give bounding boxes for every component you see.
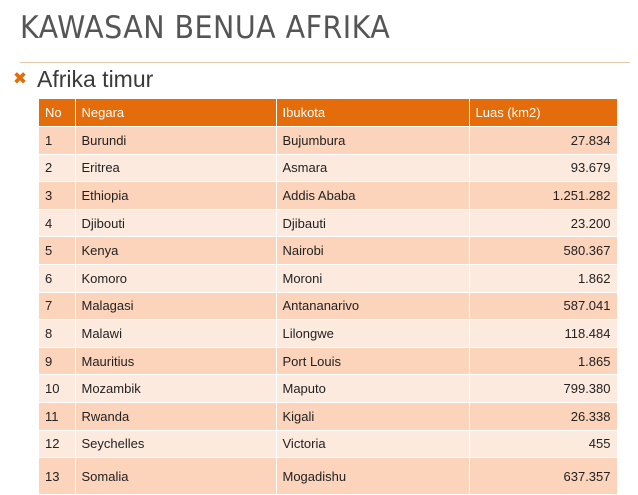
cell-no: 11 xyxy=(39,402,76,431)
countries-table: No Negara Ibukota Luas (km2) 1 Burundi Buj… xyxy=(39,99,618,495)
cell-negara: Malawi xyxy=(75,319,277,348)
cell-negara: Mauritius xyxy=(75,347,277,376)
cell-luas: 1.862 xyxy=(469,264,618,293)
table-row: 7 Malagasi Antananarivo 587.041 xyxy=(39,292,618,321)
cell-ibukota: Bujumbura xyxy=(276,126,470,155)
cell-no: 5 xyxy=(39,236,76,265)
cell-ibukota: Moroni xyxy=(276,264,470,293)
x-bullet-icon: ✖ xyxy=(12,69,28,89)
cell-negara: Seychelles xyxy=(75,430,277,459)
table-row: 13 Somalia Mogadishu 637.357 xyxy=(39,457,618,495)
cell-ibukota: Victoria xyxy=(276,430,470,459)
cell-luas: 93.679 xyxy=(469,154,618,183)
bullet-item: ✖ Afrika timur xyxy=(11,63,153,95)
cell-negara: Kenya xyxy=(75,236,277,265)
header-no: No xyxy=(39,99,76,127)
cell-no: 10 xyxy=(39,374,76,403)
cell-negara: Komoro xyxy=(75,264,277,293)
cell-no: 13 xyxy=(39,457,76,495)
cell-negara: Djibouti xyxy=(75,209,277,238)
cell-luas: 27.834 xyxy=(469,126,618,155)
cell-luas: 118.484 xyxy=(469,319,618,348)
cell-luas: 580.367 xyxy=(469,236,618,265)
table-row: 2 Eritrea Asmara 93.679 xyxy=(39,154,618,183)
table-row: 5 Kenya Nairobi 580.367 xyxy=(39,236,618,265)
cell-no: 12 xyxy=(39,430,76,459)
cell-ibukota: Port Louis xyxy=(276,347,470,376)
table-row: 6 Komoro Moroni 1.862 xyxy=(39,264,618,293)
cell-no: 7 xyxy=(39,292,76,321)
cell-ibukota: Addis Ababa xyxy=(276,181,470,210)
cell-luas: 1.865 xyxy=(469,347,618,376)
cell-negara: Somalia xyxy=(75,457,277,495)
table-row: 11 Rwanda Kigali 26.338 xyxy=(39,402,618,431)
cell-ibukota: Maputo xyxy=(276,374,470,403)
cell-no: 2 xyxy=(39,154,76,183)
cell-no: 6 xyxy=(39,264,76,293)
cell-luas: 23.200 xyxy=(469,209,618,238)
bullet-text: Afrika timur xyxy=(37,65,154,92)
cell-no: 1 xyxy=(39,126,76,155)
header-negara: Negara xyxy=(75,99,277,127)
cell-negara: Burundi xyxy=(75,126,277,155)
header-ibukota: Ibukota xyxy=(276,99,470,127)
cell-luas: 26.338 xyxy=(469,402,618,431)
cell-ibukota: Kigali xyxy=(276,402,470,431)
table-row: 9 Mauritius Port Louis 1.865 xyxy=(39,347,618,376)
table-row: 3 Ethiopia Addis Ababa 1.251.282 xyxy=(39,181,618,210)
cell-negara: Mozambik xyxy=(75,374,277,403)
cell-no: 9 xyxy=(39,347,76,376)
cell-negara: Malagasi xyxy=(75,292,277,321)
page-title: KAWASAN BENUA AFRIKA xyxy=(20,10,391,46)
table-row: 1 Burundi Bujumbura 27.834 xyxy=(39,126,618,155)
cell-luas: 799.380 xyxy=(469,374,618,403)
table-row: 10 Mozambik Maputo 799.380 xyxy=(39,374,618,403)
cell-ibukota: Mogadishu xyxy=(276,457,470,495)
table-row: 8 Malawi Lilongwe 118.484 xyxy=(39,319,618,348)
cell-ibukota: Djibauti xyxy=(276,209,470,238)
table-header-row: No Negara Ibukota Luas (km2) xyxy=(39,99,618,127)
header-luas: Luas (km2) xyxy=(469,99,618,127)
cell-luas: 587.041 xyxy=(469,292,618,321)
cell-ibukota: Nairobi xyxy=(276,236,470,265)
cell-luas: 637.357 xyxy=(469,457,618,495)
cell-no: 4 xyxy=(39,209,76,238)
table-row: 12 Seychelles Victoria 455 xyxy=(39,430,618,459)
cell-luas: 455 xyxy=(469,430,618,459)
cell-negara: Ethiopia xyxy=(75,181,277,210)
cell-negara: Eritrea xyxy=(75,154,277,183)
cell-luas: 1.251.282 xyxy=(469,181,618,210)
title-divider xyxy=(20,62,630,63)
table-row: 4 Djibouti Djibauti 23.200 xyxy=(39,209,618,238)
cell-ibukota: Asmara xyxy=(276,154,470,183)
cell-ibukota: Antananarivo xyxy=(276,292,470,321)
cell-no: 3 xyxy=(39,181,76,210)
cell-ibukota: Lilongwe xyxy=(276,319,470,348)
cell-no: 8 xyxy=(39,319,76,348)
cell-negara: Rwanda xyxy=(75,402,277,431)
